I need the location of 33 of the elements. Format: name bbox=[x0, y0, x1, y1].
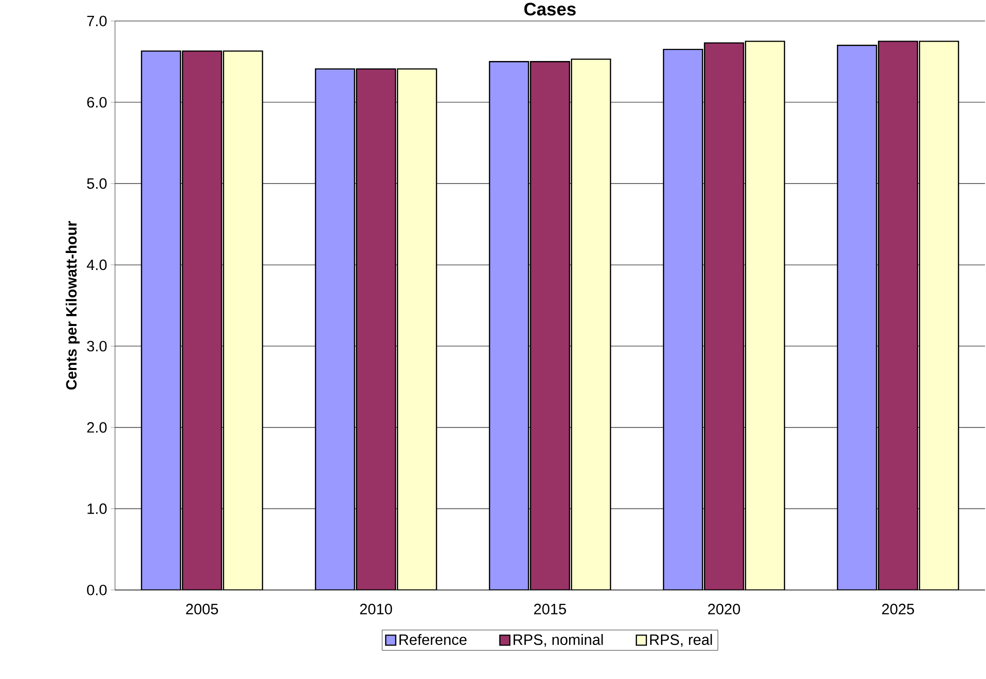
bar bbox=[530, 61, 570, 590]
bar bbox=[918, 40, 960, 590]
y-axis-title: Cents per Kilowatt-hour bbox=[66, 221, 80, 390]
y-tick-label: 4.0 bbox=[86, 260, 107, 270]
bar bbox=[662, 48, 704, 590]
bar bbox=[570, 58, 612, 590]
bar bbox=[314, 68, 356, 590]
bar bbox=[396, 68, 438, 590]
y-tick-label: 1.0 bbox=[88, 503, 107, 514]
legend-label: Reference bbox=[400, 634, 467, 645]
y-tick-label: 0.0 bbox=[87, 584, 107, 596]
legend-label: RPS, nominal bbox=[514, 634, 603, 647]
bar bbox=[488, 61, 530, 590]
y-tick-label: 6.0 bbox=[87, 96, 107, 108]
bar bbox=[356, 68, 396, 590]
bar bbox=[836, 44, 878, 590]
y-tick-label: 5.0 bbox=[87, 178, 107, 189]
y-tick-label: 2.0 bbox=[87, 422, 107, 433]
bar bbox=[878, 40, 918, 590]
x-tick-label: 2005 bbox=[186, 604, 218, 614]
legend-label: RPS, real bbox=[650, 634, 712, 647]
x-tick-label: 2025 bbox=[882, 604, 914, 614]
bar bbox=[744, 40, 786, 590]
y-tick-label: 3.0 bbox=[87, 340, 107, 352]
x-tick-label: 2015 bbox=[534, 604, 566, 614]
x-tick-label: 2010 bbox=[360, 604, 392, 614]
chart-title: Cases bbox=[524, 2, 576, 16]
bar bbox=[222, 50, 264, 590]
bar bbox=[182, 50, 222, 590]
y-tick-label: 7.0 bbox=[87, 16, 107, 26]
bar bbox=[704, 42, 744, 590]
x-tick-label: 2020 bbox=[708, 604, 740, 614]
bar bbox=[140, 50, 182, 590]
